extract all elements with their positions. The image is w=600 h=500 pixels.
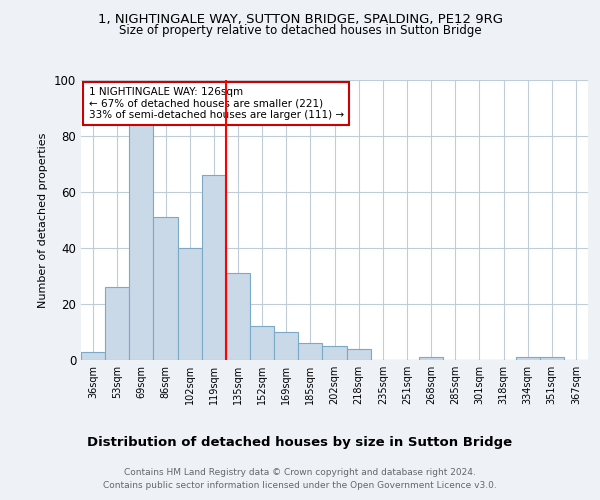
Bar [178, 248, 202, 360]
Text: Distribution of detached houses by size in Sutton Bridge: Distribution of detached houses by size … [88, 436, 512, 449]
Text: Contains HM Land Registry data © Crown copyright and database right 2024.: Contains HM Land Registry data © Crown c… [124, 468, 476, 477]
Bar [105, 287, 129, 360]
Text: 1, NIGHTINGALE WAY, SUTTON BRIDGE, SPALDING, PE12 9RG: 1, NIGHTINGALE WAY, SUTTON BRIDGE, SPALD… [97, 12, 503, 26]
Bar [298, 343, 322, 360]
Bar [419, 357, 443, 360]
Bar [274, 332, 298, 360]
Y-axis label: Number of detached properties: Number of detached properties [38, 132, 49, 308]
Bar [154, 217, 178, 360]
Text: Contains public sector information licensed under the Open Government Licence v3: Contains public sector information licen… [103, 480, 497, 490]
Text: 1 NIGHTINGALE WAY: 126sqm
← 67% of detached houses are smaller (221)
33% of semi: 1 NIGHTINGALE WAY: 126sqm ← 67% of detac… [89, 87, 344, 120]
Bar [515, 357, 540, 360]
Bar [202, 175, 226, 360]
Bar [322, 346, 347, 360]
Bar [347, 349, 371, 360]
Bar [226, 273, 250, 360]
Bar [81, 352, 105, 360]
Bar [129, 125, 154, 360]
Bar [540, 357, 564, 360]
Bar [250, 326, 274, 360]
Text: Size of property relative to detached houses in Sutton Bridge: Size of property relative to detached ho… [119, 24, 481, 37]
